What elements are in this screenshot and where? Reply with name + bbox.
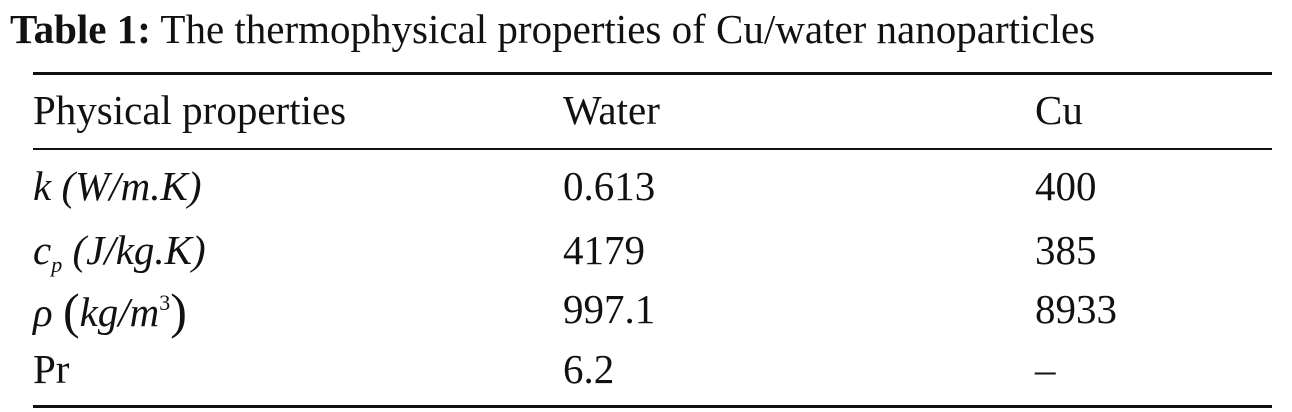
- unit-rho: kg/m: [79, 289, 160, 335]
- unit-cp: (J/kg.K): [72, 227, 206, 273]
- table-cell-cu-cp: 385: [1035, 227, 1097, 273]
- subscript-p: p: [51, 252, 63, 277]
- table-cell-cu-rho: 8933: [1035, 286, 1117, 332]
- open-paren: (: [62, 283, 80, 339]
- column-header-water: Water: [563, 87, 660, 133]
- table-cell-cu-pr: –: [1035, 346, 1056, 392]
- row-label-prandtl: Pr: [33, 346, 70, 392]
- row-label-thermal-conductivity: k (W/m.K): [33, 162, 202, 210]
- symbol-rho: ρ: [33, 289, 53, 335]
- table-top-rule: [33, 72, 1272, 75]
- row-label-density: ρ (kg/m3): [33, 285, 187, 343]
- table-caption-text: The thermophysical properties of Cu/wate…: [160, 6, 1096, 52]
- symbol-k: k: [33, 163, 52, 209]
- superscript-3: 3: [159, 290, 171, 315]
- table-caption: Table 1: The thermophysical properties o…: [10, 4, 1095, 54]
- table-cell-water-k: 0.613: [563, 163, 656, 209]
- table-cell-water-cp: 4179: [563, 227, 645, 273]
- row-label-specific-heat: cp (J/kg.K): [33, 226, 206, 281]
- close-paren: ): [170, 283, 187, 339]
- table-cell-cu-k: 400: [1035, 163, 1097, 209]
- table-cell-water-pr: 6.2: [563, 346, 615, 392]
- table-caption-label: Table 1:: [10, 6, 151, 52]
- column-header-property: Physical properties: [33, 87, 347, 133]
- table-cell-water-rho: 997.1: [563, 286, 656, 332]
- unit-k: (W/m.K): [61, 163, 202, 209]
- symbol-c: c: [33, 227, 52, 273]
- column-header-cu: Cu: [1035, 87, 1083, 133]
- table-header-rule: [33, 148, 1272, 150]
- table-bottom-rule: [33, 405, 1272, 408]
